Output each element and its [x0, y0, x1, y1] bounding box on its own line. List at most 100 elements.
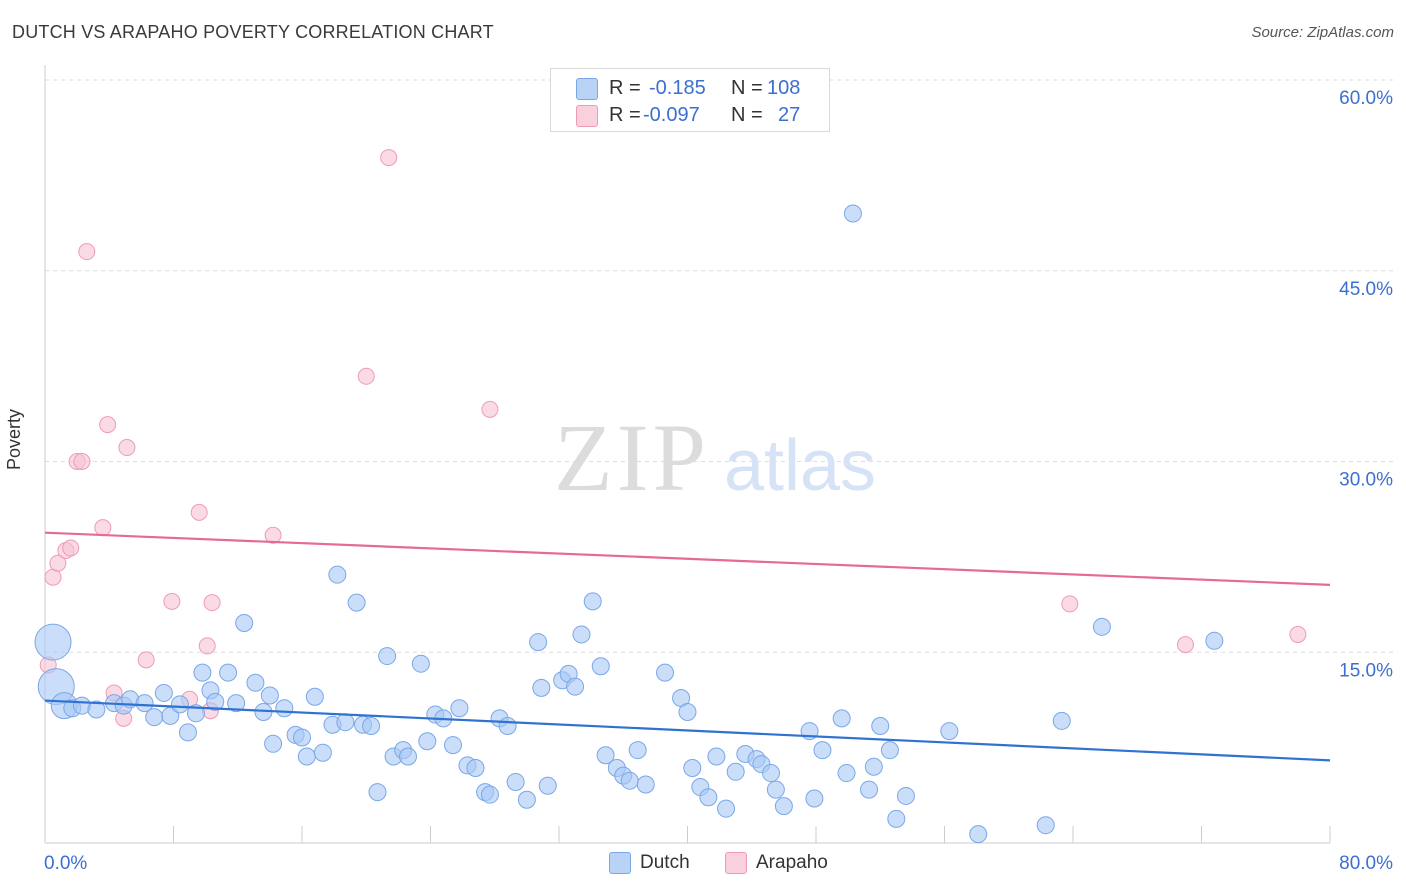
y-tick-label: 30.0%: [1339, 470, 1393, 491]
dutch-point: [864, 757, 883, 776]
dutch-point: [264, 734, 283, 753]
dutch-point: [766, 780, 785, 799]
arapaho-legend-label: Arapaho: [756, 852, 828, 873]
arapaho-point: [163, 592, 181, 610]
arapaho-point: [481, 400, 499, 418]
arapaho-point: [62, 539, 80, 557]
dutch-point: [362, 717, 381, 736]
y-tick-label: 45.0%: [1339, 279, 1393, 300]
dutch-point: [683, 758, 702, 777]
dutch-point: [227, 694, 246, 713]
arapaho-point: [137, 651, 155, 669]
dutch-point: [443, 736, 462, 755]
dutch-point: [880, 741, 899, 760]
dutch-point: [313, 743, 332, 762]
arapaho-point: [1061, 595, 1079, 613]
dutch-r-value: -0.185: [649, 77, 706, 99]
watermark-zip: ZIP: [554, 404, 710, 511]
dutch-point: [1036, 816, 1055, 835]
dutch-point: [566, 677, 585, 696]
dutch-point: [480, 785, 499, 804]
dutch-point: [170, 695, 189, 714]
trend-lines: [44, 531, 1331, 762]
arapaho-r-label: R =: [609, 104, 641, 126]
arapaho-point: [198, 637, 216, 655]
dutch-point: [219, 663, 238, 682]
dutch-point: [34, 623, 72, 661]
dutch-point: [940, 722, 959, 741]
dutch-point: [805, 789, 824, 808]
arapaho-point: [1289, 625, 1307, 643]
dutch-point: [871, 717, 890, 736]
dutch-point: [1052, 711, 1071, 730]
dutch-point: [466, 758, 485, 777]
dutch-point: [275, 699, 294, 718]
dutch-point: [678, 703, 697, 722]
dutch-points: [34, 204, 1224, 844]
source-note: Source: ZipAtlas.com: [1251, 24, 1394, 41]
correlation-legend: R = -0.185 N = 108 R = -0.097 N = 27: [550, 68, 830, 132]
dutch-point: [336, 713, 355, 732]
dutch-point: [145, 708, 164, 727]
dutch-point: [583, 592, 602, 611]
dutch-point: [411, 654, 430, 673]
arapaho-point: [1176, 636, 1194, 654]
arapaho-legend-swatch: [725, 852, 747, 874]
dutch-n-label: N =: [731, 77, 763, 99]
arapaho-point: [264, 526, 282, 544]
dutch-point: [517, 790, 536, 809]
legend-row-dutch: R = -0.185 N = 108: [551, 75, 829, 101]
dutch-point: [293, 728, 311, 747]
dutch-point: [186, 704, 205, 723]
arapaho-r-value: -0.097: [643, 104, 700, 126]
dutch-point: [135, 694, 154, 713]
dutch-point: [896, 786, 915, 805]
arapaho-swatch: [576, 105, 598, 127]
dutch-legend-swatch: [609, 852, 631, 874]
dutch-point: [837, 764, 856, 783]
dutch-point: [506, 772, 525, 791]
dutch-point: [399, 747, 418, 766]
dutch-point: [498, 717, 517, 736]
dutch-point: [596, 746, 615, 765]
arapaho-point: [94, 519, 112, 537]
arapaho-n-label: N =: [731, 104, 763, 126]
arapaho-point: [99, 416, 117, 434]
arapaho-point: [78, 243, 96, 261]
dutch-point: [368, 783, 387, 802]
dutch-point: [699, 788, 718, 807]
dutch-point: [774, 797, 793, 816]
dutch-point: [636, 775, 655, 794]
dutch-point: [347, 593, 366, 612]
dutch-point: [532, 678, 551, 697]
dutch-point: [762, 764, 781, 783]
dutch-point: [969, 825, 988, 844]
x-tick-label-min: 0.0%: [44, 853, 87, 874]
arapaho-n-value: 27: [778, 104, 801, 126]
dutch-point: [832, 709, 851, 728]
dutch-point: [656, 663, 675, 682]
dutch-point: [1205, 631, 1224, 650]
dutch-point: [538, 776, 557, 795]
dutch-point: [87, 700, 106, 719]
arapaho-point: [49, 554, 67, 572]
dutch-point: [529, 633, 548, 652]
dutch-point: [860, 780, 879, 799]
arapaho-point: [118, 439, 136, 457]
dutch-point: [572, 625, 591, 644]
dutch-point: [235, 614, 254, 633]
arapaho-point: [190, 503, 208, 521]
arapaho-point: [380, 149, 398, 167]
dutch-point: [707, 747, 726, 766]
dutch-point: [843, 204, 862, 223]
dutch-point: [297, 747, 316, 766]
y-tick-label: 15.0%: [1339, 660, 1393, 681]
dutch-point: [591, 657, 610, 676]
arapaho-point: [73, 453, 91, 470]
dutch-point: [260, 686, 279, 705]
dutch-point: [328, 565, 347, 584]
dutch-point: [717, 799, 736, 818]
y-axis-label: Poverty: [4, 408, 24, 470]
dutch-n-value: 108: [767, 77, 801, 99]
watermark: ZIP atlas: [554, 404, 876, 511]
